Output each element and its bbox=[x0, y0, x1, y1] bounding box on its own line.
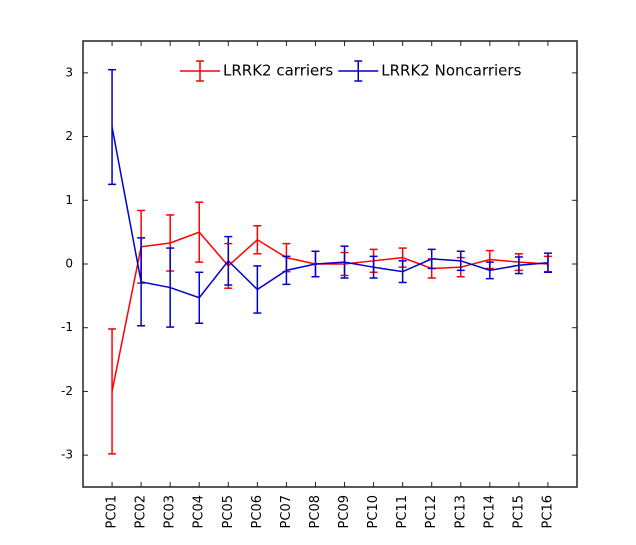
y-tick-label: -3 bbox=[61, 448, 73, 462]
y-tick-label: 3 bbox=[65, 65, 73, 79]
error-bar bbox=[253, 225, 262, 255]
x-tick-label: PC11 bbox=[395, 495, 410, 528]
legend-label: LRRK2 carriers bbox=[223, 62, 333, 80]
x-tick-label: PC06 bbox=[250, 495, 265, 528]
error-bar bbox=[195, 201, 204, 263]
x-tick-label: PC14 bbox=[482, 495, 497, 528]
error-bar bbox=[166, 247, 175, 328]
x-tick-label: PC08 bbox=[308, 495, 323, 528]
error-bar bbox=[340, 245, 349, 279]
x-tick-label: PC01 bbox=[105, 495, 120, 528]
series-line bbox=[111, 126, 549, 299]
y-tick-label: -2 bbox=[61, 384, 73, 398]
error-bar bbox=[543, 252, 552, 274]
error-bar bbox=[282, 255, 291, 286]
error-bar bbox=[311, 250, 320, 278]
y-tick-label: 2 bbox=[65, 129, 73, 143]
error-bar bbox=[514, 256, 523, 275]
y-tick-label: -1 bbox=[61, 320, 73, 334]
x-tick-label: PC09 bbox=[337, 495, 352, 528]
error-bar bbox=[485, 261, 494, 280]
error-bar bbox=[195, 271, 204, 325]
x-tick-label: PC10 bbox=[366, 495, 381, 528]
error-bar bbox=[253, 265, 262, 314]
x-tick-label: PC05 bbox=[221, 495, 236, 528]
y-tick-label: 1 bbox=[65, 193, 73, 207]
error-bar bbox=[427, 248, 436, 270]
x-tick-label: PC16 bbox=[540, 495, 555, 528]
x-tick-label: PC07 bbox=[279, 495, 294, 528]
error-bar bbox=[137, 237, 146, 327]
x-tick-label: PC04 bbox=[192, 495, 207, 528]
error-bar bbox=[398, 260, 407, 284]
x-tick-label: PC13 bbox=[453, 495, 468, 528]
error-bar bbox=[224, 235, 233, 286]
error-bar bbox=[369, 255, 378, 279]
error-bar bbox=[108, 68, 117, 186]
series-line bbox=[111, 231, 548, 392]
y-tick-label: 0 bbox=[65, 257, 73, 271]
x-tick-label: PC15 bbox=[511, 495, 526, 528]
legend-label: LRRK2 Noncarriers bbox=[381, 62, 521, 80]
error-bar bbox=[108, 328, 117, 455]
x-tick-label: PC02 bbox=[134, 495, 149, 528]
error-bar bbox=[456, 250, 465, 272]
x-tick-label: PC03 bbox=[163, 495, 178, 528]
x-tick-label: PC12 bbox=[424, 495, 439, 528]
